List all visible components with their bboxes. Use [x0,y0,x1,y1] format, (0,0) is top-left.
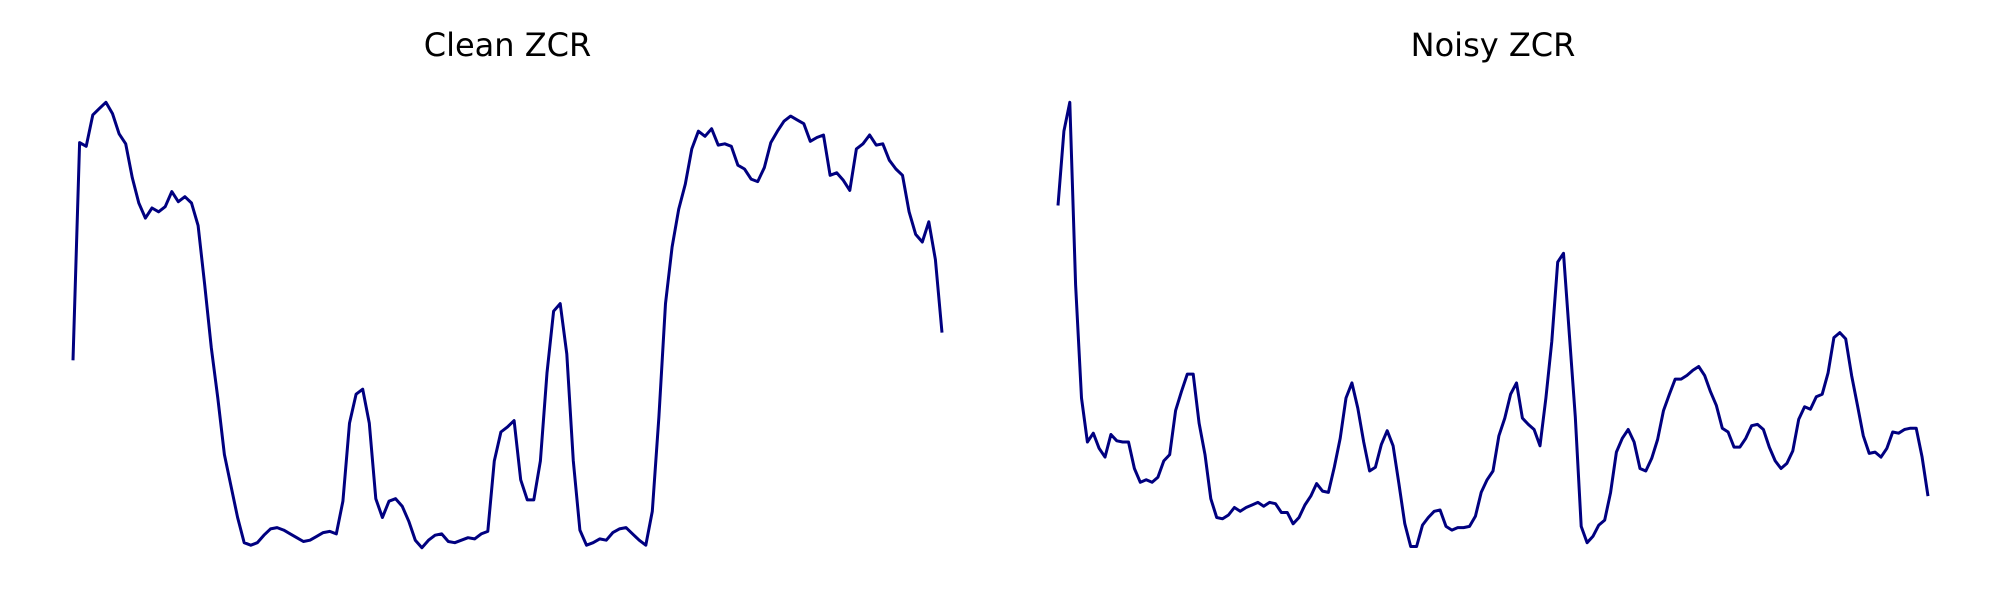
line [71,100,944,550]
chart-title: Clean ZCR [424,26,591,64]
line [1056,100,1930,548]
chart-title: Noisy ZCR [1411,26,1576,64]
